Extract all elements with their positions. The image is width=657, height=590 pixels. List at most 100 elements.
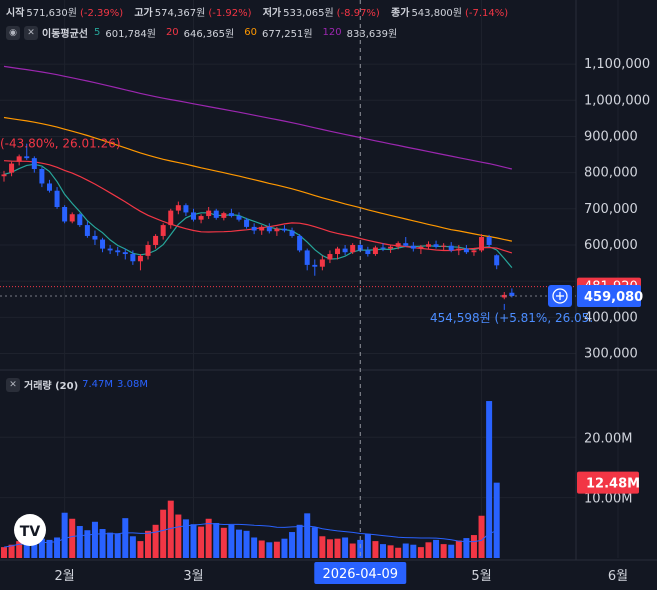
volume-ma-value: 3.08M <box>117 379 148 390</box>
candle-body <box>137 255 143 262</box>
close-value: 543,800원 <box>411 8 462 19</box>
candle-body <box>456 248 462 251</box>
volume-bar <box>258 540 265 558</box>
ma-legend[interactable]: ◉ ✕ 이동평균선 5 601,784원 20 646,365원 60 677,251… <box>6 25 403 40</box>
volume-ma-line <box>3 522 497 548</box>
candle-body <box>335 248 341 255</box>
close-icon[interactable]: ✕ <box>6 377 20 392</box>
current-volume-label: 12.48M <box>586 477 640 492</box>
volume-bar <box>122 518 129 558</box>
volume-bar <box>54 537 61 558</box>
close-icon[interactable]: ✕ <box>24 25 38 40</box>
volume-bar <box>349 543 356 558</box>
volume-bar <box>387 545 394 558</box>
candle-body <box>236 216 242 220</box>
volume-bar <box>99 529 106 558</box>
ma120-period: 120 <box>322 27 342 38</box>
volume-bar <box>61 512 68 558</box>
volume-bar <box>433 539 440 558</box>
time-tick-label: 3월 <box>183 569 203 584</box>
volume-bar <box>334 538 341 558</box>
volume-bar <box>76 526 83 558</box>
volume-value: 7.47M <box>82 379 114 390</box>
tradingview-logo <box>14 514 46 546</box>
volume-bar <box>410 544 417 558</box>
ma5-value: 601,784원 <box>105 29 156 40</box>
volume-bar <box>46 539 53 558</box>
candle-body <box>160 225 166 236</box>
candle-body <box>319 259 325 267</box>
volume-bar <box>342 537 349 558</box>
candle-body <box>183 205 189 213</box>
close-label: 종가 <box>391 8 410 19</box>
volume-bar <box>417 547 424 558</box>
volume-bar <box>129 536 136 558</box>
volume-bar <box>84 530 91 558</box>
volume-bar <box>175 514 182 558</box>
candle-body <box>297 235 303 251</box>
volume-tick-label: 20.00M <box>584 431 632 446</box>
candle-body <box>274 228 280 232</box>
time-tick-label: 5월 <box>471 569 491 584</box>
volume-bar <box>273 541 280 558</box>
candle-body <box>84 225 90 236</box>
volume-bar <box>486 401 493 558</box>
volume-bar <box>357 539 364 558</box>
candle-body <box>168 210 174 226</box>
candle-body <box>69 214 75 222</box>
candle-body <box>372 247 378 255</box>
candle-body <box>213 210 219 218</box>
low-change: (-8.97%) <box>336 8 380 19</box>
volume-bar <box>213 522 220 558</box>
candle-body <box>350 244 356 253</box>
candle-body <box>471 250 477 253</box>
volume-bar <box>23 542 30 558</box>
volume-bar <box>380 544 386 558</box>
volume-bar <box>198 526 205 558</box>
high-annotation: (-43.80%, 26.01.26) <box>0 137 121 151</box>
candle-body <box>9 163 15 173</box>
volume-bar <box>364 533 371 558</box>
candle-body <box>410 245 416 249</box>
candle-body <box>153 235 159 245</box>
volume-bar <box>372 541 379 558</box>
volume-bar <box>326 539 333 558</box>
candle-body <box>54 190 60 207</box>
candle-body <box>244 219 250 227</box>
ohlc-legend: 시작 571,630원 (-2.39%) 고가 574,367원 (-1.92%) 저가… <box>6 4 516 19</box>
low-annotation: 454,598원 (+5.81%, 26.05. <box>430 311 593 325</box>
candle-body <box>304 250 310 265</box>
volume-bar <box>251 537 258 558</box>
volume-bar <box>31 541 38 558</box>
volume-bar <box>440 544 447 558</box>
candle-body <box>191 212 196 220</box>
candle-body <box>425 244 431 247</box>
candle-body <box>130 254 136 262</box>
candle-body <box>418 246 424 249</box>
candle-body <box>198 216 204 220</box>
crosshair-date-tag <box>314 562 407 584</box>
volume-bar <box>91 521 98 558</box>
crosshair-price-label: 459,080 <box>584 290 643 305</box>
volume-bar <box>470 535 477 558</box>
price-tick-label: 1,000,000 <box>584 93 650 108</box>
candle-body <box>39 169 45 184</box>
eye-icon[interactable]: ◉ <box>6 25 20 40</box>
volume-bar <box>311 527 318 558</box>
open-label: 시작 <box>6 8 25 19</box>
candle-body <box>312 264 318 267</box>
candle-body <box>403 243 409 246</box>
candle-body <box>494 255 500 266</box>
volume-bar <box>425 542 432 558</box>
ma-title: 이동평균선 <box>42 29 88 40</box>
volume-bar <box>228 524 235 558</box>
plus-circle-icon <box>552 288 568 304</box>
price-tick-label: 600,000 <box>584 238 638 253</box>
low-label: 저가 <box>262 8 282 19</box>
volume-legend[interactable]: ✕ 거래량 (20) 7.47M 3.08M <box>6 377 148 392</box>
crosshair-price-tag <box>577 284 641 307</box>
candle-body <box>77 214 83 226</box>
candle-body <box>107 248 113 251</box>
